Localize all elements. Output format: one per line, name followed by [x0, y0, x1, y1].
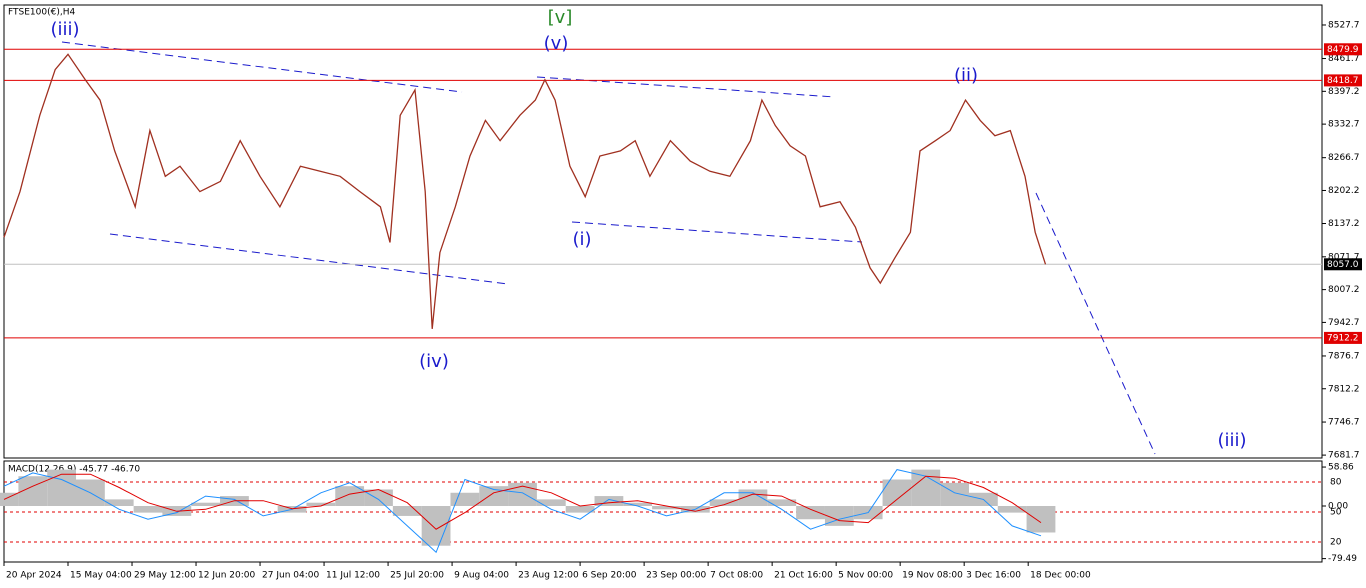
level-label-box: [1324, 74, 1362, 87]
macd-title: MACD(12,26,9) -45.77 -46.70: [8, 465, 140, 475]
y-tick-label: 0.00: [1328, 502, 1348, 512]
level-label: 8418.7: [1327, 76, 1359, 86]
y-tick-label: 8071.7: [1328, 252, 1360, 262]
wave-label: (iii): [50, 19, 79, 40]
macd-bar: [450, 492, 480, 507]
oscillator-line: [3, 469, 1042, 554]
wave-label: (iii): [1217, 430, 1246, 451]
x-tick-label: 19 Nov 08:00: [902, 571, 963, 581]
y-tick-label: 8332.7: [1328, 120, 1360, 130]
x-tick-label: 7 Oct 08:00: [710, 571, 763, 581]
y-tick-label: 7681.7: [1328, 451, 1360, 461]
signal-line: [3, 473, 1042, 530]
x-tick-label: 21 Oct 16:00: [774, 571, 833, 581]
trend-line: [109, 233, 509, 285]
macd-bar: [652, 506, 681, 510]
macd-bar: [709, 499, 739, 507]
level-label-box: [1324, 258, 1362, 271]
macd-bar: [364, 489, 393, 507]
y-tick-label: 8007.2: [1328, 285, 1360, 295]
y-tick-label: 8461.7: [1328, 54, 1360, 64]
trend-lines: [61, 41, 1156, 455]
level-label: 7912.2: [1327, 333, 1359, 343]
y-tick-label: -79.49: [1328, 554, 1357, 564]
y-tick-label: 8266.7: [1328, 153, 1360, 163]
x-tick-label: 20 Apr 2024: [6, 571, 62, 581]
x-tick-label: 29 May 12:00: [134, 571, 196, 581]
macd-bar: [623, 502, 653, 507]
y2-tick-label: 50: [1330, 508, 1342, 518]
macd-bar: [508, 482, 537, 507]
trend-line: [536, 76, 836, 98]
trend-line: [571, 221, 863, 243]
trend-line: [1035, 192, 1156, 455]
y-tick-label: 8202.2: [1328, 186, 1360, 196]
macd-bar: [594, 496, 624, 507]
x-tick-label: 3 Dec 16:00: [966, 571, 1021, 581]
y-tick-label: 7812.2: [1328, 384, 1360, 394]
macd-bar: [306, 502, 336, 507]
y-tick-label: 7876.7: [1328, 351, 1360, 361]
macd-bar: [738, 489, 768, 507]
macd-bar: [0, 492, 19, 507]
y-tick-label: 8397.2: [1328, 87, 1360, 97]
x-tick-label: 9 Aug 04:00: [454, 571, 509, 581]
y-tick-label: 8137.2: [1328, 219, 1360, 229]
y-tick-label: 7746.7: [1328, 418, 1360, 428]
trend-line: [61, 41, 463, 93]
price-panel: [3, 4, 1323, 459]
level-label-box: [1324, 43, 1362, 56]
wave-label: (ii): [954, 65, 978, 86]
x-tick-label: 12 Jun 20:00: [198, 571, 255, 581]
macd-bar: [1026, 506, 1056, 533]
macd-bar: [133, 506, 163, 513]
x-tick-label: 27 Jun 04:00: [262, 571, 319, 581]
wave-label: [v]: [548, 7, 573, 28]
macd-bar: [767, 499, 797, 507]
x-tick-label: 25 Jul 20:00: [390, 571, 444, 581]
x-tick-label: 23 Aug 12:00: [518, 571, 579, 581]
x-tick-label: 11 Jul 12:00: [326, 571, 380, 581]
level-label: 8057.0: [1327, 260, 1359, 270]
macd-bar: [796, 506, 825, 520]
y-tick-label: 7942.7: [1328, 318, 1360, 328]
x-tick-label: 6 Sep 20:00: [582, 571, 637, 581]
wave-label: (i): [572, 229, 591, 250]
macd-bar: [335, 486, 365, 507]
x-tick-label: 15 May 04:00: [70, 571, 132, 581]
macd-bar: [536, 499, 566, 507]
chart-title: FTSE100(€),H4: [8, 8, 75, 18]
x-tick-label: 23 Sep 00:00: [646, 571, 706, 581]
macd-bar: [882, 479, 912, 507]
y-tick-label: 58.86: [1328, 463, 1354, 473]
macd-bar: [104, 499, 134, 507]
y-tick-label: 8527.7: [1328, 20, 1360, 30]
macd-bar: [911, 469, 941, 507]
macd-bar: [47, 469, 77, 507]
y2-tick-label: 20: [1330, 538, 1342, 548]
y2-tick-label: 80: [1330, 478, 1342, 488]
x-tick-label: 18 Dec 00:00: [1030, 571, 1091, 581]
price-line: [3, 53, 1047, 329]
macd-bar: [940, 482, 969, 507]
level-label: 8479.9: [1327, 45, 1359, 55]
macd-bar: [421, 506, 451, 546]
wave-label: (v): [544, 33, 569, 54]
x-tick-label: 5 Nov 00:00: [838, 571, 893, 581]
macd-bar: [191, 502, 221, 507]
wave-label: (iv): [419, 351, 449, 372]
macd-bar: [565, 506, 595, 513]
macd-bar: [392, 506, 422, 516]
level-label-box: [1324, 331, 1362, 344]
macd-bar: [997, 506, 1027, 513]
